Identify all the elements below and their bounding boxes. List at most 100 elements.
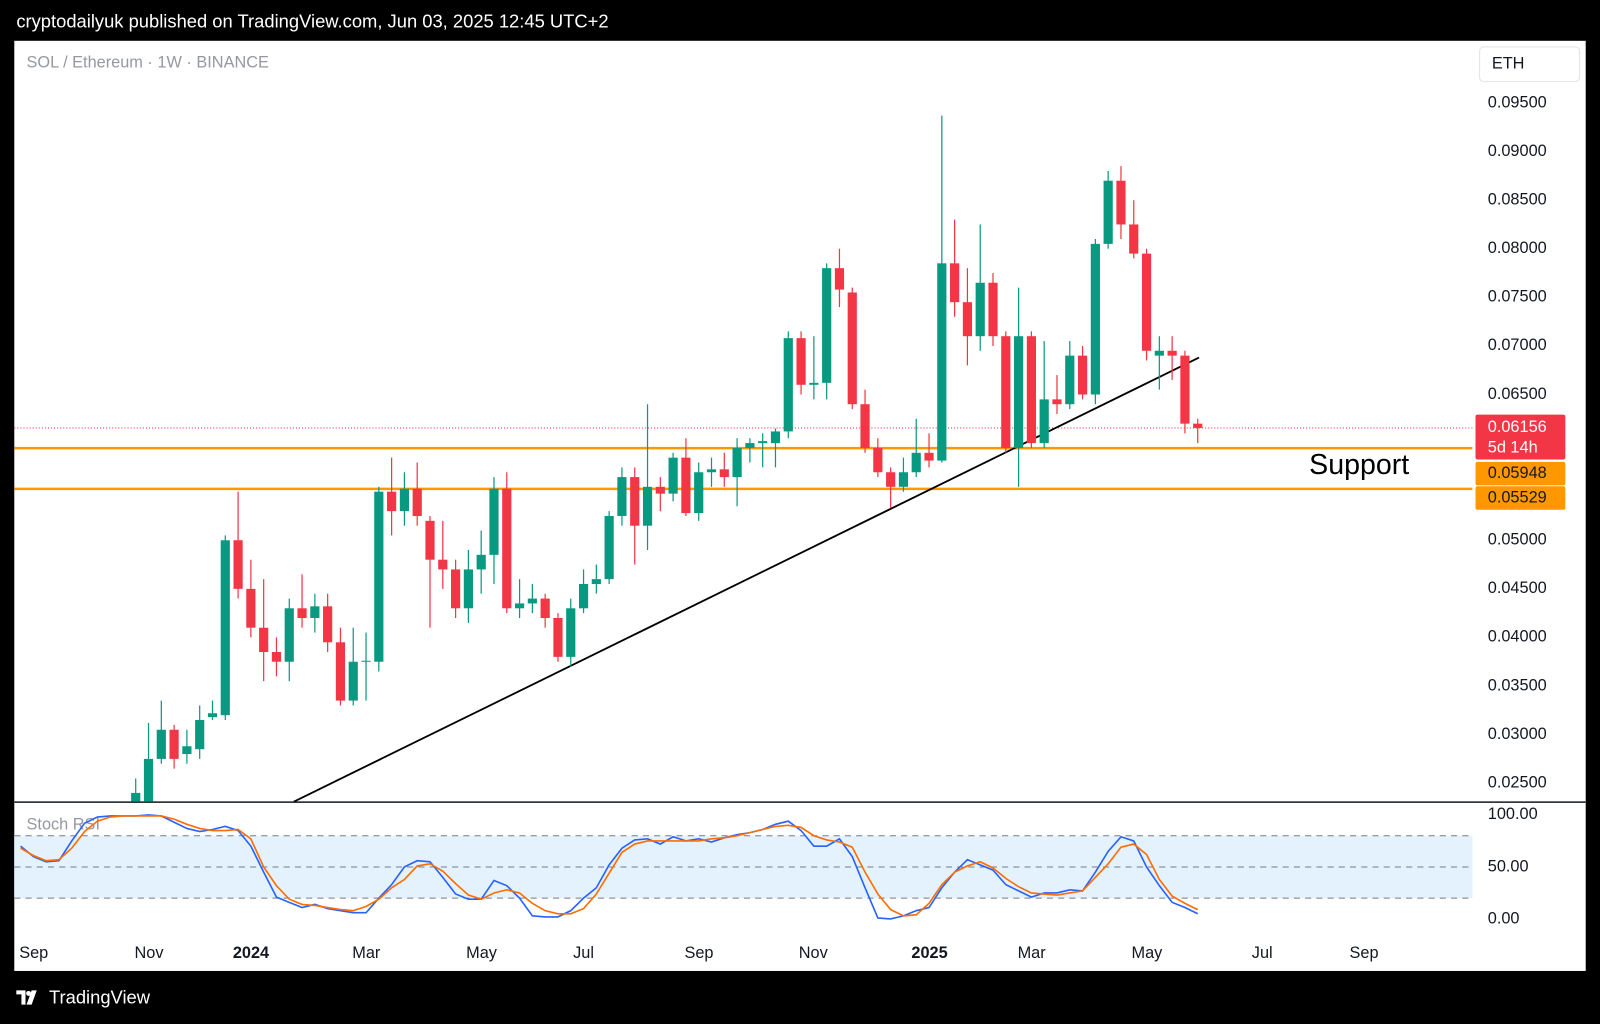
candle-body bbox=[451, 569, 461, 609]
candle-body bbox=[476, 554, 486, 570]
candle-body bbox=[425, 520, 435, 560]
candle-body bbox=[361, 660, 371, 662]
candle-body bbox=[847, 292, 857, 405]
currency-box[interactable] bbox=[1479, 46, 1581, 83]
candle-body bbox=[578, 583, 589, 609]
candle-body bbox=[399, 488, 410, 512]
candle-body bbox=[873, 447, 883, 473]
candle-body bbox=[182, 746, 192, 755]
candle-body bbox=[463, 569, 473, 609]
x-tick-label: Sep bbox=[684, 944, 713, 962]
candle-body bbox=[745, 443, 755, 448]
candle-body bbox=[898, 472, 909, 487]
candle-body bbox=[809, 382, 819, 385]
candle-body bbox=[694, 472, 704, 514]
x-tick-label: May bbox=[1132, 944, 1164, 962]
candle-body bbox=[1090, 243, 1100, 395]
brand-logo bbox=[16, 990, 37, 1005]
level-label: 0.05948 bbox=[1488, 464, 1547, 482]
chart-area bbox=[14, 40, 1586, 971]
candle-body bbox=[988, 282, 998, 337]
candle-body bbox=[220, 540, 230, 716]
annotation: Support bbox=[1309, 449, 1409, 481]
y-tick-label: 0.07000 bbox=[1488, 336, 1547, 354]
candle-body bbox=[1154, 350, 1164, 356]
y-tick-label: 0.04000 bbox=[1488, 628, 1547, 646]
candle-body bbox=[540, 598, 550, 619]
y-tick-label: 0.03000 bbox=[1488, 725, 1547, 743]
candle-body bbox=[156, 729, 166, 759]
candle-body bbox=[617, 477, 627, 516]
x-tick-label: Jul bbox=[573, 944, 594, 962]
candle-body bbox=[604, 515, 614, 580]
candle-body bbox=[271, 652, 282, 662]
candle-body bbox=[1052, 399, 1062, 405]
x-tick-label: Sep bbox=[1350, 944, 1379, 962]
candle-body bbox=[489, 488, 499, 555]
candle-body bbox=[911, 452, 921, 473]
x-tick-label: Jul bbox=[1252, 944, 1273, 962]
candle-body bbox=[412, 488, 422, 516]
candle-body bbox=[1167, 350, 1177, 356]
candle-body bbox=[527, 598, 537, 604]
candle-body bbox=[975, 282, 985, 337]
candle-body bbox=[1141, 253, 1152, 351]
candle-body bbox=[143, 758, 154, 802]
candle-body bbox=[1001, 336, 1011, 448]
candle-body bbox=[591, 579, 601, 584]
x-tick-label: Nov bbox=[799, 944, 829, 962]
candle-body bbox=[962, 302, 973, 337]
price-pane: Support bbox=[14, 115, 1473, 802]
candle-body bbox=[1180, 355, 1190, 424]
y-tick-label: 0.09000 bbox=[1488, 142, 1547, 160]
candle-body bbox=[783, 338, 793, 432]
x-tick-label: 2024 bbox=[233, 944, 269, 962]
candle-body bbox=[770, 431, 781, 444]
candle-body bbox=[131, 792, 141, 802]
candle-body bbox=[1103, 180, 1113, 244]
stoch-line bbox=[20, 814, 1199, 920]
candle-body bbox=[323, 606, 333, 643]
candle-body bbox=[834, 268, 845, 290]
candle-body bbox=[860, 404, 870, 448]
candle-body bbox=[758, 441, 768, 444]
candle-body bbox=[1014, 336, 1024, 448]
y-tick-label: 0.02500 bbox=[1488, 774, 1547, 792]
candle-body bbox=[246, 588, 256, 628]
y-tick-label: 0.06500 bbox=[1488, 385, 1547, 403]
stoch-line bbox=[20, 815, 1199, 917]
level-box bbox=[1475, 486, 1566, 510]
stoch-pane bbox=[20, 814, 1199, 920]
y-tick-label: 0.00 bbox=[1488, 909, 1520, 927]
candle-body bbox=[553, 618, 563, 657]
candle-body bbox=[297, 608, 307, 619]
candle-body bbox=[374, 491, 384, 662]
candle-body bbox=[195, 720, 205, 750]
candle-body bbox=[335, 642, 346, 701]
level-box bbox=[1475, 461, 1566, 486]
y-tick-label: 100.00 bbox=[1488, 805, 1538, 823]
candle-body bbox=[502, 488, 512, 609]
y-tick-label: 0.07500 bbox=[1488, 288, 1547, 306]
candle-body bbox=[1026, 336, 1036, 444]
candle-body bbox=[886, 472, 896, 487]
axes: 0.09500 0.09000 0.08500 0.08000 0.07500 0.070… bbox=[19, 93, 1566, 962]
candle-body bbox=[284, 608, 294, 662]
candle-body bbox=[387, 491, 397, 512]
candle-body bbox=[233, 540, 243, 589]
candle-body bbox=[1039, 399, 1049, 444]
candle-body bbox=[1129, 224, 1139, 254]
currency: ETH bbox=[1492, 55, 1525, 73]
level-label: 0.05529 bbox=[1488, 488, 1547, 506]
candle-body bbox=[514, 603, 525, 609]
candle-body bbox=[950, 263, 960, 303]
countdown: 5d 14h bbox=[1488, 439, 1538, 457]
candle-body bbox=[655, 486, 665, 494]
candle-body bbox=[796, 338, 806, 385]
candle-body bbox=[259, 627, 269, 653]
candle-body bbox=[207, 713, 218, 718]
candle-body bbox=[566, 608, 576, 657]
candle-body bbox=[348, 661, 358, 701]
